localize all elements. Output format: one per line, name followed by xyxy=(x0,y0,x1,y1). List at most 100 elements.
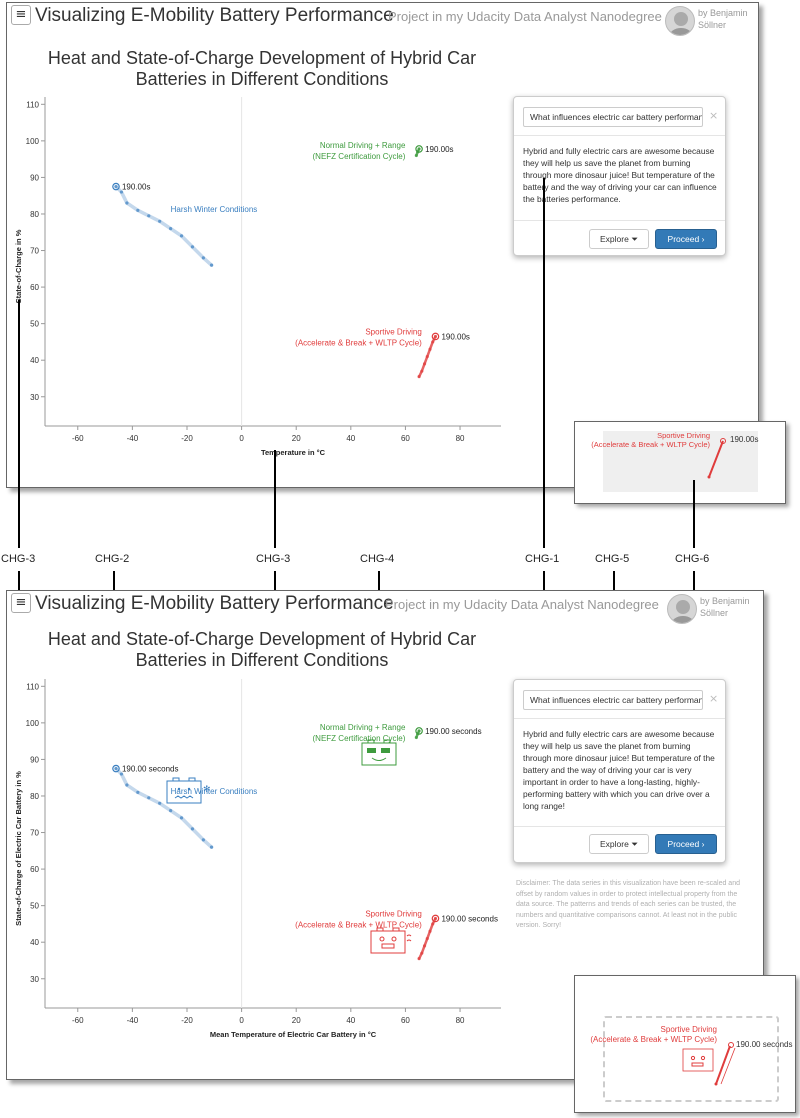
normal-series-current-marker xyxy=(415,145,423,153)
svg-text:✻: ✻ xyxy=(203,784,211,794)
question-field[interactable]: What influences electric car battery per… xyxy=(523,107,703,127)
before-screenshot: ≡ Visualizing E-Mobility Battery Perform… xyxy=(6,2,759,488)
y-tick-label: 100 xyxy=(26,137,40,146)
close-icon[interactable]: × xyxy=(709,692,719,705)
y-tick-label: 50 xyxy=(30,902,39,911)
time-label: 190.00 seconds xyxy=(122,765,179,774)
y-tick-label: 100 xyxy=(26,719,40,728)
explore-button[interactable]: Explore ⏷ xyxy=(589,834,649,854)
y-tick-label: 30 xyxy=(30,393,39,402)
winter-series-point xyxy=(114,766,118,771)
x-axis-label: Temperature in °C xyxy=(261,448,326,457)
winter-series-point xyxy=(136,208,140,212)
chevron-right-icon: › xyxy=(701,839,705,849)
winter-series-point xyxy=(179,816,184,820)
x-tick-label: -60 xyxy=(72,434,84,443)
author-byline: by Benjamin Söllner xyxy=(700,596,750,618)
x-tick-label: 0 xyxy=(239,434,244,443)
card-divider xyxy=(514,220,725,221)
battery-hot-icon xyxy=(370,927,412,954)
battery-cold-icon: ✻ xyxy=(166,777,211,804)
winter-series-point xyxy=(190,245,195,249)
y-tick-label: 70 xyxy=(30,829,39,838)
x-tick-label: -40 xyxy=(127,1016,139,1025)
explore-button[interactable]: Explore ⏷ xyxy=(589,229,649,249)
change-label: CHG-3 xyxy=(1,553,36,565)
sport-series-point xyxy=(428,929,432,933)
change-label: CHG-4 xyxy=(360,553,395,565)
chart-title: Heat and State-of-Charge Development of … xyxy=(47,629,477,670)
sport-series-point xyxy=(425,354,429,359)
app-title: Visualizing E-Mobility Battery Performan… xyxy=(35,593,394,614)
intro-card: What influences electric car battery per… xyxy=(513,679,726,863)
proceed-button[interactable]: Proceed › xyxy=(655,229,717,249)
time-label: 190.00 seconds xyxy=(736,1040,793,1049)
sport-series-zoom xyxy=(707,438,726,479)
y-tick-label: 40 xyxy=(30,356,39,365)
y-tick-label: 60 xyxy=(30,865,39,874)
winter-series-point xyxy=(209,263,214,267)
winter-series-label: Harsh Winter Conditions xyxy=(171,787,258,796)
x-tick-label: -20 xyxy=(181,1016,193,1025)
change-label: CHG-1 xyxy=(525,553,560,565)
sport-series-point xyxy=(417,375,421,379)
sport-series-point xyxy=(422,362,427,366)
change-label: CHG-3 xyxy=(256,553,291,565)
card-divider xyxy=(514,135,725,136)
card-text: Hybrid and fully electric cars are aweso… xyxy=(523,146,717,204)
normal-series-point xyxy=(414,153,418,158)
card-divider xyxy=(514,718,725,719)
sport-label: Sportive Driving (Accelerate & Break + WL… xyxy=(590,1025,717,1044)
winter-series-point xyxy=(125,201,129,205)
x-tick-label: 60 xyxy=(401,434,410,443)
time-label: 190.00s xyxy=(730,435,759,444)
winter-series-current-marker xyxy=(112,764,120,773)
card-divider xyxy=(514,826,725,827)
y-axis-label: State-of-Charge of Electric Car Battery … xyxy=(14,771,23,926)
chart-title: Heat and State-of-Charge Development of … xyxy=(47,48,477,89)
winter-series-point xyxy=(209,845,214,849)
winter-series-point xyxy=(158,801,162,805)
filter-icon: ⏷ xyxy=(631,234,638,244)
winter-series-point xyxy=(190,827,195,831)
app-title: Visualizing E-Mobility Battery Performan… xyxy=(35,5,394,26)
author-avatar xyxy=(667,594,697,624)
normal-series-label: (NEFZ Certification Cycle) xyxy=(313,734,406,743)
winter-series-point xyxy=(125,783,129,787)
normal-series-point xyxy=(417,147,421,151)
winter-series-point xyxy=(147,214,151,218)
x-tick-label: 20 xyxy=(292,1016,301,1025)
x-tick-label: 60 xyxy=(401,1016,410,1025)
sport-series-point xyxy=(431,922,435,926)
question-field[interactable]: What influences electric car battery per… xyxy=(523,690,703,710)
time-label: 190.00s xyxy=(122,183,150,192)
winter-series-point xyxy=(179,234,184,238)
x-tick-label: 40 xyxy=(346,1016,355,1025)
sport-series-zoom xyxy=(682,1042,736,1086)
winter-series-label: Harsh Winter Conditions xyxy=(171,205,258,214)
x-axis-label: Mean Temperature of Electric Car Battery… xyxy=(210,1030,377,1039)
menu-icon[interactable]: ≡ xyxy=(11,5,31,25)
sport-label: Sportive Driving (Accelerate & Break + WL… xyxy=(591,431,710,449)
winter-series-point xyxy=(147,796,151,800)
menu-icon[interactable]: ≡ xyxy=(11,593,31,613)
winter-series-point xyxy=(201,838,205,842)
y-tick-label: 90 xyxy=(30,173,39,182)
winter-series-point xyxy=(201,256,205,260)
winter-series-current-marker xyxy=(112,182,120,191)
x-tick-label: 80 xyxy=(456,434,465,443)
app-subtitle: Project in my Udacity Data Analyst Nanod… xyxy=(388,9,662,24)
sport-series-label: (Accelerate & Break + WLTP Cycle) xyxy=(295,921,422,930)
y-tick-label: 90 xyxy=(30,755,39,764)
x-tick-label: 20 xyxy=(292,434,301,443)
sport-series-point xyxy=(422,944,427,948)
card-text: Hybrid and fully electric cars are aweso… xyxy=(523,729,715,811)
proceed-button[interactable]: Proceed › xyxy=(655,834,717,854)
close-icon[interactable]: × xyxy=(709,109,719,122)
normal-series-point xyxy=(417,729,421,733)
time-label: 190.00s xyxy=(425,145,453,154)
author-avatar xyxy=(665,6,695,36)
sport-series-label: Sportive Driving xyxy=(365,328,421,337)
x-tick-label: 40 xyxy=(346,434,355,443)
filter-icon: ⏷ xyxy=(631,839,638,849)
